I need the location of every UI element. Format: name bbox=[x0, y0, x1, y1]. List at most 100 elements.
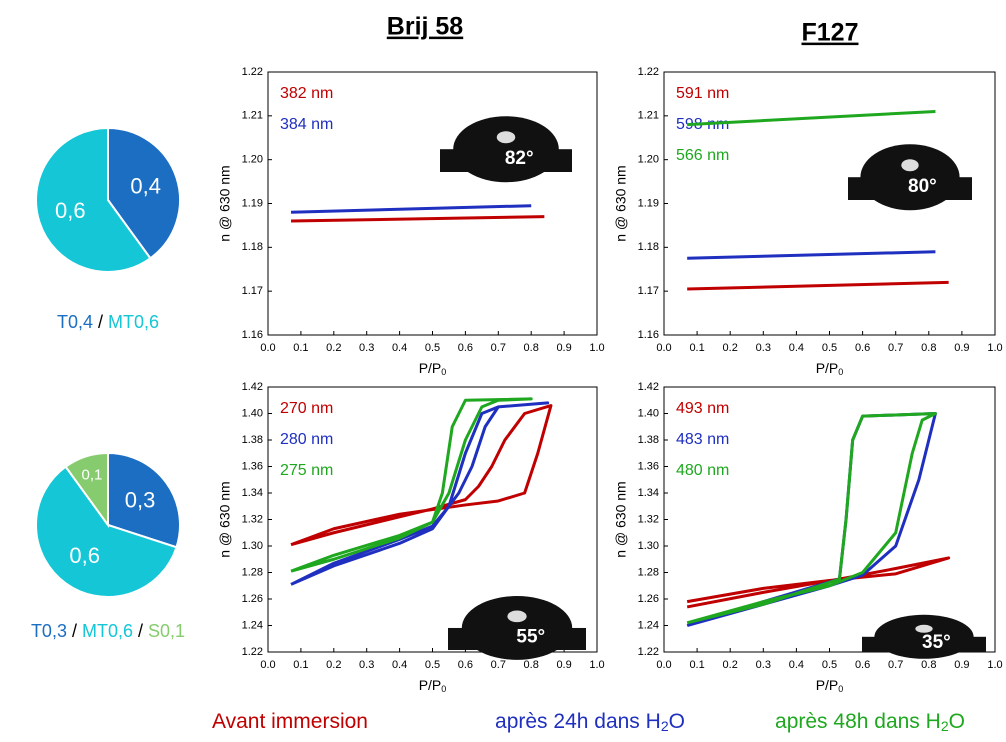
x-tick-label: 0.3 bbox=[359, 342, 374, 354]
x-tick-label: 0.4 bbox=[392, 659, 407, 671]
pie-caption: T0,4/MT0,6 bbox=[57, 312, 159, 332]
y-tick-label: 1.32 bbox=[638, 513, 659, 525]
pie-slice bbox=[35, 126, 152, 273]
x-tick-label: 0.8 bbox=[921, 342, 936, 354]
x-axis-label-sub: 0 bbox=[441, 367, 446, 377]
y-tick-label: 1.22 bbox=[242, 66, 263, 78]
y-tick-label: 1.28 bbox=[638, 566, 659, 578]
series-line bbox=[290, 397, 533, 573]
thickness-label: 591 nm bbox=[676, 85, 729, 102]
y-tick-label: 1.19 bbox=[638, 197, 659, 209]
y-tick-label: 1.36 bbox=[242, 460, 263, 472]
x-tick-label: 0.6 bbox=[855, 342, 870, 354]
x-tick-label: 0.3 bbox=[359, 659, 374, 671]
caption-separator: / bbox=[98, 312, 103, 332]
x-tick-label: 0.7 bbox=[491, 659, 506, 671]
x-tick-label: 0.0 bbox=[260, 659, 275, 671]
x-tick-label: 0.0 bbox=[656, 342, 671, 354]
thickness-label: 483 nm bbox=[676, 431, 729, 448]
y-tick-label: 1.21 bbox=[242, 110, 263, 122]
y-tick-label: 1.40 bbox=[638, 407, 659, 419]
y-tick-label: 1.36 bbox=[638, 460, 659, 472]
thickness-label: 566 nm bbox=[676, 147, 729, 164]
x-tick-label: 0.8 bbox=[524, 659, 539, 671]
caption-category: MT0,6 bbox=[82, 621, 133, 641]
contact-angle: 80° bbox=[908, 176, 937, 197]
series-line bbox=[290, 204, 532, 214]
x-tick-label: 0.5 bbox=[425, 659, 440, 671]
x-tick-label: 0.2 bbox=[723, 659, 738, 671]
x-tick-label: 0.1 bbox=[293, 342, 308, 354]
droplet-highlight bbox=[915, 624, 933, 633]
pie-value-label: 0,6 bbox=[55, 198, 86, 223]
y-tick-label: 1.24 bbox=[638, 619, 659, 631]
y-axis-label: n @ 630 nm bbox=[217, 165, 233, 241]
series-line bbox=[686, 556, 951, 609]
y-tick-label: 1.19 bbox=[242, 197, 263, 209]
pie-value-label: 0,1 bbox=[82, 467, 103, 484]
x-axis-label-main: P/P bbox=[419, 360, 442, 376]
pie-slice bbox=[107, 451, 181, 549]
x-tick-label: 0.7 bbox=[888, 342, 903, 354]
x-tick-label: 0.8 bbox=[524, 342, 539, 354]
x-tick-label: 0.9 bbox=[556, 659, 571, 671]
x-tick-label: 0.5 bbox=[822, 342, 837, 354]
droplet-highlight bbox=[507, 610, 527, 623]
y-tick-label: 1.30 bbox=[242, 540, 263, 552]
x-axis-label-sub: 0 bbox=[838, 367, 843, 377]
x-tick-label: 0.9 bbox=[954, 659, 969, 671]
legend-text: O bbox=[669, 710, 685, 733]
x-axis-label-main: P/P bbox=[816, 360, 839, 376]
pie-value-label: 0,3 bbox=[125, 488, 156, 513]
pie-slice bbox=[64, 451, 109, 529]
x-tick-label: 0.1 bbox=[689, 342, 704, 354]
y-tick-label: 1.30 bbox=[638, 540, 659, 552]
y-tick-label: 1.18 bbox=[242, 241, 263, 253]
x-tick-label: 0.2 bbox=[326, 659, 341, 671]
plot-frame bbox=[267, 386, 598, 653]
legend-subscript: 2 bbox=[941, 718, 949, 734]
caption-category: T0,4 bbox=[57, 312, 93, 332]
thickness-label: 275 nm bbox=[280, 462, 333, 479]
y-tick-label: 1.32 bbox=[242, 513, 263, 525]
caption-category: T0,3 bbox=[31, 621, 67, 641]
x-tick-label: 0.9 bbox=[954, 342, 969, 354]
thickness-label: 280 nm bbox=[280, 431, 333, 448]
thickness-label: 480 nm bbox=[676, 462, 729, 479]
series-line bbox=[290, 404, 553, 547]
x-axis-label: P/P0 bbox=[816, 360, 844, 378]
x-axis-label-sub: 0 bbox=[441, 684, 446, 694]
series-line bbox=[291, 215, 545, 223]
y-tick-label: 1.18 bbox=[638, 241, 659, 253]
x-tick-label: 0.2 bbox=[326, 342, 341, 354]
pie-caption: T0,3/MT0,6/S0,1 bbox=[31, 621, 185, 641]
y-tick-label: 1.34 bbox=[242, 487, 263, 499]
droplet bbox=[453, 116, 559, 183]
y-axis-label: n @ 630 nm bbox=[613, 481, 629, 557]
x-tick-label: 0.6 bbox=[855, 659, 870, 671]
x-tick-label: 0.6 bbox=[458, 342, 473, 354]
y-axis-label: n @ 630 nm bbox=[217, 481, 233, 557]
y-tick-label: 1.28 bbox=[242, 566, 263, 578]
x-tick-label: 0.0 bbox=[656, 659, 671, 671]
x-axis-label-main: P/P bbox=[419, 677, 442, 693]
thickness-label: 493 nm bbox=[676, 400, 729, 417]
x-tick-label: 0.0 bbox=[260, 342, 275, 354]
y-tick-label: 1.42 bbox=[242, 381, 263, 393]
x-axis-label-main: P/P bbox=[816, 677, 839, 693]
legend-entry: après 24h dans H2O bbox=[495, 710, 685, 734]
series-line bbox=[687, 109, 936, 127]
column-title: F127 bbox=[802, 19, 859, 47]
x-axis-label: P/P0 bbox=[419, 360, 447, 378]
droplet bbox=[461, 596, 573, 660]
caption-separator: / bbox=[138, 621, 143, 641]
x-tick-label: 1.0 bbox=[589, 659, 604, 671]
contact-angle: 35° bbox=[922, 632, 951, 653]
thickness-label: 382 nm bbox=[280, 85, 333, 102]
droplet bbox=[860, 144, 960, 211]
x-tick-label: 0.1 bbox=[293, 659, 308, 671]
y-tick-label: 1.26 bbox=[242, 593, 263, 605]
legend-text: Avant immersion bbox=[212, 710, 368, 733]
x-tick-label: 0.5 bbox=[822, 659, 837, 671]
column-title: Brij 58 bbox=[387, 13, 464, 41]
